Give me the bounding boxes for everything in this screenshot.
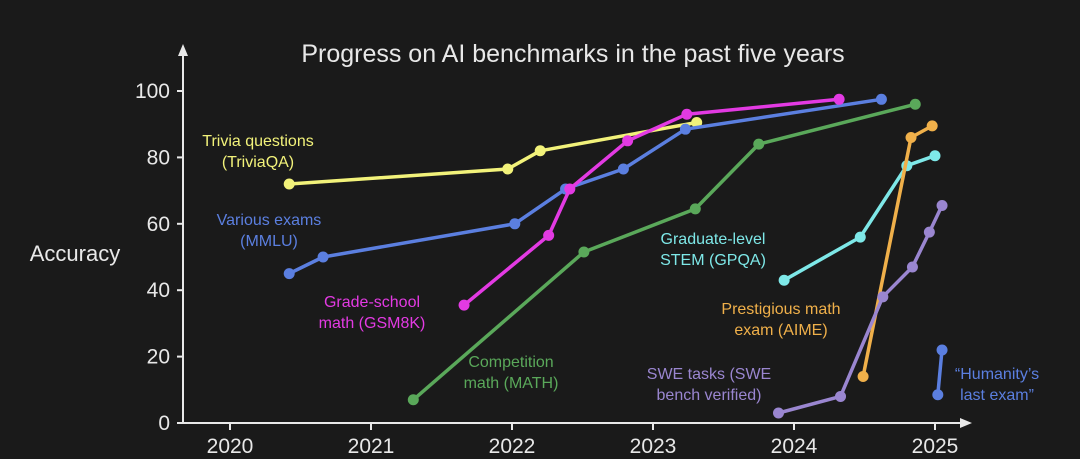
series-label-line: Competition xyxy=(468,354,553,371)
y-tick-label: 40 xyxy=(147,279,170,302)
series-label-line: STEM (GPQA) xyxy=(660,252,766,269)
data-point xyxy=(502,163,514,175)
data-point xyxy=(564,183,576,195)
series-0 xyxy=(283,117,703,190)
series-label: Trivia questions (TriviaQA) xyxy=(202,133,313,171)
data-point xyxy=(283,268,295,280)
series-label: Prestigious math exam (AIME) xyxy=(721,301,840,339)
series-label-line: exam (AIME) xyxy=(734,322,827,339)
y-tick-label: 60 xyxy=(147,213,170,236)
data-point xyxy=(929,150,941,162)
x-tick-label: 2025 xyxy=(912,435,959,458)
series-label-line: Prestigious math xyxy=(721,301,840,318)
y-tick-label: 0 xyxy=(158,412,170,435)
series-line xyxy=(462,97,841,307)
series-2 xyxy=(458,93,845,311)
data-point xyxy=(622,135,634,147)
data-point xyxy=(932,389,944,401)
series-label-line: Trivia questions xyxy=(202,133,313,150)
data-point xyxy=(857,371,869,383)
data-point xyxy=(543,229,555,241)
x-tick-label: 2020 xyxy=(207,435,254,458)
series-label-line: Graduate-level xyxy=(661,231,766,248)
axes: 0 20 40 60 80 100 2020 2021 2022 2023 2024 2025 xyxy=(135,44,972,458)
data-point xyxy=(617,163,629,175)
series-label-line: (TriviaQA) xyxy=(222,154,294,171)
x-tick-label: 2024 xyxy=(771,435,818,458)
data-point xyxy=(772,407,784,419)
series-label-line: math (GSM8K) xyxy=(319,315,426,332)
x-tick-label: 2022 xyxy=(489,435,536,458)
series-label-line: bench verified) xyxy=(657,387,762,404)
data-point xyxy=(317,251,329,263)
data-point xyxy=(835,390,847,402)
series-label-line: (MMLU) xyxy=(240,233,298,250)
data-point xyxy=(509,218,521,230)
series-label: Grade-school math (GSM8K) xyxy=(319,294,426,332)
data-point xyxy=(679,123,691,135)
data-point xyxy=(936,200,948,212)
series-label-line: last exam” xyxy=(960,387,1034,404)
data-point xyxy=(909,98,921,110)
x-tick-label: 2023 xyxy=(630,435,677,458)
y-tick-label: 20 xyxy=(147,346,170,369)
data-point xyxy=(833,93,845,105)
series-line xyxy=(287,120,699,186)
series-line xyxy=(782,153,937,282)
y-tick-label: 80 xyxy=(147,146,170,169)
series-label: Graduate-level STEM (GPQA) xyxy=(660,231,766,269)
series-7 xyxy=(932,344,948,401)
x-axis-arrow xyxy=(960,418,972,428)
series-3 xyxy=(407,98,921,406)
series-label: “Humanity’s last exam” xyxy=(955,366,1039,404)
series-labels: Trivia questions (TriviaQA) Various exams (… xyxy=(202,133,1039,404)
data-point xyxy=(753,138,765,150)
y-axis-arrow xyxy=(178,44,188,56)
data-point xyxy=(875,93,887,105)
data-point xyxy=(681,108,693,120)
data-point xyxy=(689,203,701,215)
series-6 xyxy=(772,200,948,419)
series-label-line: math (MATH) xyxy=(464,375,559,392)
data-point xyxy=(578,246,590,258)
data-point xyxy=(926,120,938,132)
data-point xyxy=(534,145,546,157)
chart-title: Progress on AI benchmarks in the past fi… xyxy=(301,40,844,68)
series-label: SWE tasks (SWE bench verified) xyxy=(647,366,771,404)
x-tick-label: 2021 xyxy=(348,435,395,458)
series-label: Competition math (MATH) xyxy=(464,354,559,392)
series-label-line: “Humanity’s xyxy=(955,366,1039,383)
series-label-line: Grade-school xyxy=(324,294,420,311)
series-label-line: Various exams xyxy=(217,212,322,229)
data-point xyxy=(407,394,419,406)
series-layer xyxy=(283,93,948,419)
series-label-line: SWE tasks (SWE xyxy=(647,366,771,383)
series-line xyxy=(936,348,944,397)
data-point xyxy=(936,344,948,356)
data-point xyxy=(905,131,917,143)
data-point xyxy=(906,261,918,273)
data-point xyxy=(283,178,295,190)
data-point xyxy=(877,291,889,303)
data-point xyxy=(778,274,790,286)
y-tick-label: 100 xyxy=(135,80,170,103)
series-4 xyxy=(778,150,941,286)
y-axis-label: Accuracy xyxy=(30,241,120,266)
data-point xyxy=(854,231,866,243)
series-label: Various exams (MMLU) xyxy=(217,212,322,250)
data-point xyxy=(458,299,470,311)
data-point xyxy=(923,226,935,238)
